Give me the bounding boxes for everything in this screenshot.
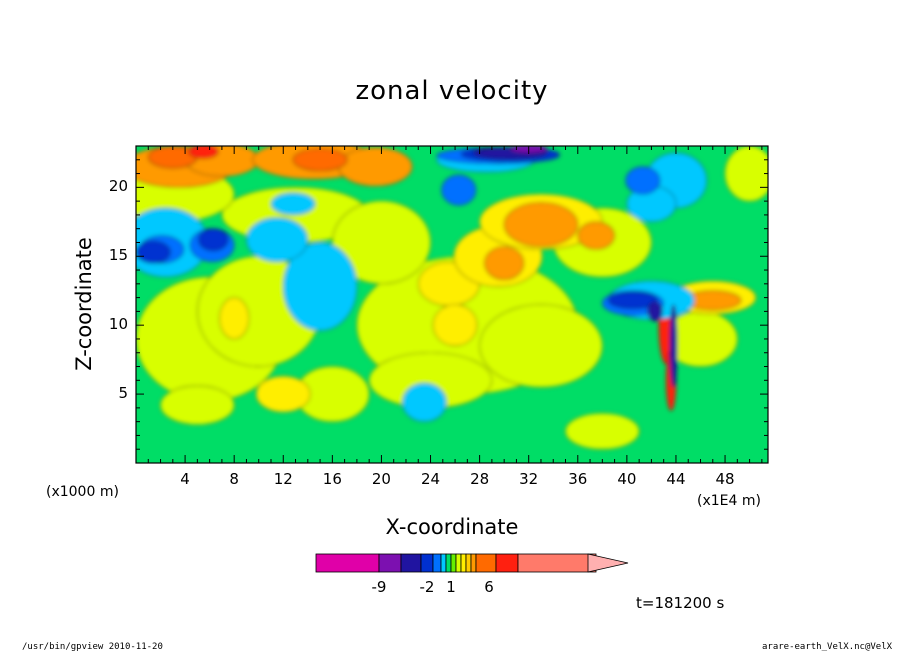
colorbar-segment (475, 553, 497, 573)
field-region (198, 228, 229, 252)
x-tick-label: 36 (568, 470, 588, 488)
colorbar-label: 1 (446, 578, 456, 596)
colorbar-segment (400, 553, 422, 573)
x-tick-label: 4 (180, 470, 190, 488)
x-tick-label: 32 (519, 470, 539, 488)
field-region (270, 192, 316, 216)
colorbar-label: 6 (484, 578, 494, 596)
colorbar-segment (315, 553, 380, 573)
colorbar-segment (445, 553, 452, 573)
y-tick-label: 5 (118, 384, 128, 403)
colorbar-segment (470, 553, 477, 573)
colorbar-label: -9 (371, 578, 387, 596)
x-tick-label: 8 (229, 470, 239, 488)
field-region (432, 304, 478, 347)
x-tick-label: 16 (322, 470, 342, 488)
field-region (292, 148, 348, 172)
field-region (188, 146, 219, 159)
velocity-field (136, 146, 768, 463)
y-tick-label: 20 (108, 177, 128, 196)
field-region (136, 240, 171, 264)
field-region (160, 385, 235, 425)
field-region (479, 304, 603, 388)
field-region (282, 242, 358, 331)
colorbar (315, 553, 629, 573)
footer-program-date: /usr/bin/gpview 2010-11-20 (22, 642, 163, 652)
x-tick-label: 20 (371, 470, 391, 488)
plot-frame (135, 145, 769, 464)
field-region (401, 382, 447, 422)
colorbar-segment (420, 553, 434, 573)
field-region (441, 174, 477, 206)
plot-border (135, 145, 769, 464)
colorbar-segment (378, 553, 402, 573)
x-unit-label-right: (x1E4 m) (697, 493, 761, 509)
colorbar-segment (460, 553, 467, 573)
colorbar-segment (432, 553, 442, 573)
x-tick-label: 48 (715, 470, 735, 488)
field-region (669, 304, 678, 388)
field-region (219, 297, 250, 340)
field-region (246, 217, 309, 263)
footer-filename: arare-earth_VelX.nc@VelX (762, 642, 893, 652)
field-region (484, 246, 525, 280)
colorbar-segment (517, 553, 597, 573)
field-region (503, 202, 579, 247)
colorbar-segment (455, 553, 462, 573)
field-region (332, 200, 431, 285)
colorbar-segment (450, 553, 457, 573)
x-axis-label: X-coordinate (0, 515, 904, 539)
x-tick-label: 44 (666, 470, 686, 488)
x-tick-label: 12 (273, 470, 293, 488)
field-region (565, 413, 640, 450)
y-tick-label: 15 (108, 246, 128, 265)
x-tick-label: 28 (470, 470, 490, 488)
field-region (577, 221, 615, 250)
field-region (608, 291, 658, 309)
x-tick-label: 24 (420, 470, 441, 488)
field-region (724, 146, 768, 202)
field-region (647, 301, 663, 322)
y-axis-label: Z-coordinate (72, 237, 96, 371)
x-axis-label-text: X-coordinate (385, 515, 519, 539)
colorbar-label: -2 (419, 578, 435, 596)
x-unit-label-left: (x1000 m) (46, 484, 119, 500)
field-region (255, 375, 311, 413)
time-label: t=181200 s (636, 594, 725, 612)
colorbar-segment (465, 553, 472, 573)
field-region (338, 147, 413, 187)
chart-title: zonal velocity (355, 76, 549, 106)
colorbar-segment (495, 553, 519, 573)
x-tick-label: 40 (617, 470, 637, 488)
field-region (625, 166, 661, 195)
colorbar-segment (440, 553, 447, 573)
colorbar-arrow (587, 553, 629, 573)
y-tick-label: 10 (108, 315, 128, 334)
